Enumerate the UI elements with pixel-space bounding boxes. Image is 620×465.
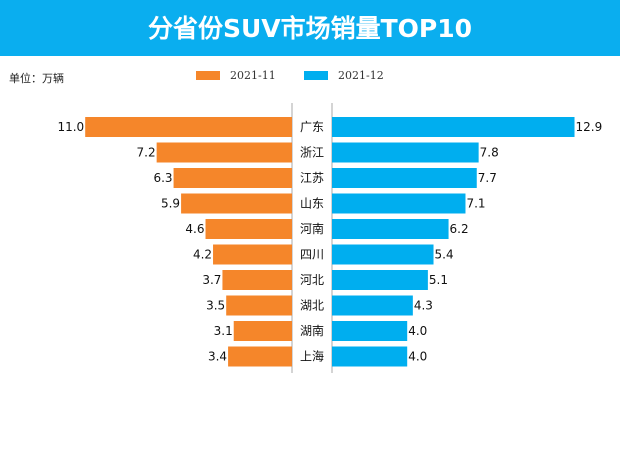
bar-2021-12 [332, 295, 413, 316]
legend-label: 2021-12 [338, 69, 384, 82]
category-label: 江苏 [300, 171, 324, 185]
data-label-2021-11: 3.7 [202, 273, 221, 287]
bar-2021-11 [213, 244, 292, 265]
category-label: 山东 [300, 197, 324, 211]
category-label: 浙江 [300, 146, 324, 160]
legend-swatch [196, 71, 220, 80]
category-label: 四川 [300, 248, 324, 262]
bar-2021-12 [332, 346, 408, 367]
chart-title: 分省份SUV市场销量TOP10 [0, 0, 620, 56]
bar-2021-11 [85, 117, 292, 137]
data-label-2021-11: 4.2 [193, 248, 212, 262]
bar-2021-11 [173, 168, 292, 188]
bar-2021-11 [233, 321, 292, 341]
legend-item-2021-12: 2021-12 [304, 69, 384, 82]
bar-2021-12 [332, 142, 479, 163]
bar-2021-11 [181, 193, 292, 214]
category-label: 湖北 [300, 298, 324, 313]
bar-2021-11 [226, 295, 292, 316]
bar-2021-11 [156, 142, 292, 163]
data-label-2021-11: 3.4 [208, 350, 227, 364]
category-label: 河南 [300, 221, 324, 236]
legend-label: 2021-11 [230, 69, 276, 82]
bar-2021-12 [332, 321, 408, 341]
legend-item-2021-11: 2021-11 [196, 69, 276, 82]
category-label: 上海 [300, 349, 324, 364]
data-label-2021-11: 11.0 [57, 120, 84, 134]
data-label-2021-11: 3.5 [206, 299, 225, 313]
bar-2021-12 [332, 270, 428, 290]
data-label-2021-12: 7.8 [480, 146, 499, 160]
data-label-2021-11: 4.6 [185, 222, 204, 236]
bar-2021-12 [332, 193, 466, 214]
data-label-2021-11: 7.2 [137, 146, 156, 160]
data-label-2021-12: 4.0 [408, 324, 427, 338]
category-label: 广东 [300, 120, 324, 134]
bar-2021-11 [228, 346, 292, 367]
data-label-2021-12: 7.7 [478, 171, 497, 185]
bar-2021-12 [332, 168, 477, 188]
data-label-2021-11: 5.9 [161, 197, 180, 211]
data-label-2021-12: 5.4 [435, 248, 454, 262]
category-label: 湖南 [300, 323, 324, 338]
data-label-2021-12: 7.1 [466, 197, 485, 211]
data-label-2021-12: 4.0 [408, 350, 427, 364]
unit-label: 单位：万辆 [9, 72, 64, 85]
bar-2021-12 [332, 244, 434, 265]
bar-2021-12 [332, 219, 449, 239]
category-label: 河北 [300, 273, 324, 287]
data-label-2021-12: 12.9 [576, 120, 603, 134]
bar-2021-11 [205, 219, 292, 239]
data-label-2021-11: 6.3 [153, 171, 172, 185]
bar-2021-12 [332, 117, 575, 137]
data-label-2021-12: 6.2 [450, 222, 469, 236]
data-label-2021-12: 4.3 [414, 299, 433, 313]
data-label-2021-11: 3.1 [214, 324, 233, 338]
bar-2021-11 [222, 270, 292, 290]
legend-swatch [304, 71, 328, 80]
data-label-2021-12: 5.1 [429, 273, 448, 287]
